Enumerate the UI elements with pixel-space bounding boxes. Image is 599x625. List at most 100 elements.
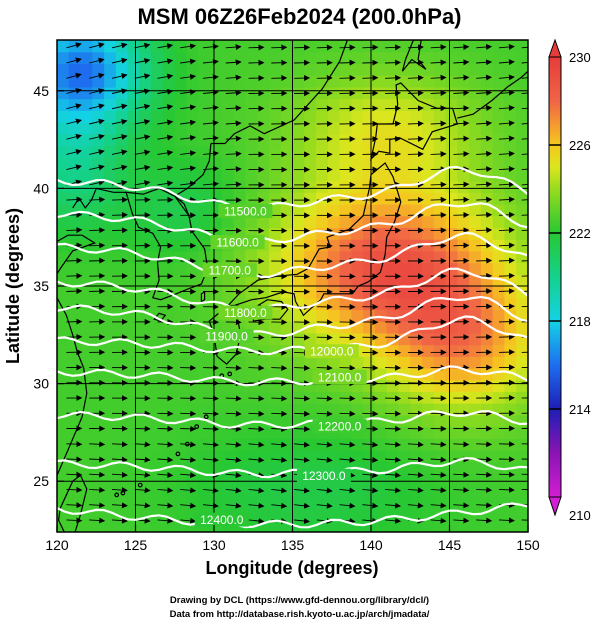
wind-vector <box>498 333 515 340</box>
height-contours <box>57 165 528 529</box>
field-cell <box>398 227 411 240</box>
field-cell <box>469 332 482 346</box>
field-cell <box>80 450 93 463</box>
field-cell <box>280 75 294 88</box>
field-cell <box>292 356 305 369</box>
colorbar-tick-label: 226 <box>569 138 591 153</box>
wind-vector <box>385 44 402 51</box>
field-cell <box>480 63 494 76</box>
wind-vector <box>362 472 379 479</box>
field-cell <box>469 414 482 428</box>
wind-vector <box>157 149 174 156</box>
field-cell <box>433 145 447 158</box>
field-cell <box>162 168 176 182</box>
field-cell <box>422 344 435 357</box>
field-cell <box>221 145 235 158</box>
wind-vector <box>453 487 470 494</box>
field-cell <box>351 98 364 111</box>
field-cell <box>210 379 223 393</box>
wind-vector <box>271 456 288 463</box>
wind-vector <box>157 119 174 126</box>
field-cell <box>492 309 506 322</box>
field-cell <box>422 485 435 498</box>
field-cell <box>104 286 117 299</box>
field-cell <box>162 391 176 404</box>
field-cell <box>68 262 82 275</box>
wind-vector <box>385 487 402 494</box>
field-cell <box>469 426 482 439</box>
field-cell <box>433 496 447 510</box>
field-cell <box>457 286 470 299</box>
field-cell <box>151 438 164 451</box>
field-cell <box>410 168 423 182</box>
wind-vector <box>202 487 219 494</box>
wind-vector <box>111 227 128 234</box>
field-cell <box>233 426 247 439</box>
wind-vector <box>453 227 470 234</box>
field-cell <box>68 215 82 229</box>
field-cell <box>292 192 305 205</box>
field-cell <box>139 262 152 275</box>
field-cell <box>268 51 282 65</box>
wind-vector <box>180 425 197 432</box>
wind-vector <box>66 42 82 49</box>
wind-vector <box>134 487 151 494</box>
field-cell <box>186 215 199 229</box>
colorbar-tick-label: 210 <box>569 508 591 523</box>
field-cell <box>422 40 435 53</box>
wind-vector <box>521 244 528 247</box>
field-cell <box>92 168 105 182</box>
wind-vector <box>111 487 128 494</box>
field-cell <box>386 192 400 205</box>
field-cell <box>210 98 223 111</box>
field-cell <box>245 450 258 463</box>
y-axis-label: Latitude (degrees) <box>3 208 23 364</box>
wind-vector <box>134 502 151 509</box>
field-cell <box>504 40 517 53</box>
field-cell <box>410 461 423 475</box>
field-cell <box>280 227 294 240</box>
field-cell <box>245 145 258 158</box>
wind-vector <box>453 517 470 524</box>
height-contour-line <box>57 365 528 387</box>
field-cell <box>151 496 164 510</box>
field-cell <box>363 239 376 252</box>
field-cell <box>339 215 352 229</box>
wind-vector <box>111 103 128 110</box>
wind-vector <box>521 351 528 353</box>
field-cell <box>151 450 164 463</box>
field-cell <box>422 391 435 404</box>
field-cell <box>280 110 294 123</box>
wind-vector <box>339 395 356 402</box>
field-cell <box>233 98 247 111</box>
field-cell <box>398 297 411 311</box>
field-cell <box>139 110 152 123</box>
field-cell <box>339 450 352 463</box>
field-cell <box>80 40 93 53</box>
wind-vector <box>134 58 151 64</box>
field-cell <box>80 98 93 111</box>
field-cell <box>339 356 352 369</box>
field-cell <box>162 98 176 111</box>
field-cell <box>292 215 305 229</box>
field-cell <box>516 133 528 147</box>
field-cell <box>68 40 82 53</box>
wind-vector <box>521 321 528 323</box>
field-cell <box>268 180 282 193</box>
contour-label-background <box>218 203 273 218</box>
field-cell <box>198 356 211 369</box>
field-cell <box>480 485 494 498</box>
wind-vector <box>225 502 242 509</box>
field-cell <box>198 63 211 76</box>
field-cell <box>198 250 211 264</box>
field-cell <box>492 379 506 393</box>
field-cell <box>516 496 528 510</box>
field-cell <box>186 133 199 147</box>
field-cell <box>257 98 270 111</box>
field-cell <box>257 63 270 76</box>
field-cell <box>516 403 528 416</box>
field-cell <box>292 286 305 299</box>
wind-vector <box>157 180 174 187</box>
field-cell <box>457 98 470 111</box>
wind-vector <box>202 181 219 188</box>
